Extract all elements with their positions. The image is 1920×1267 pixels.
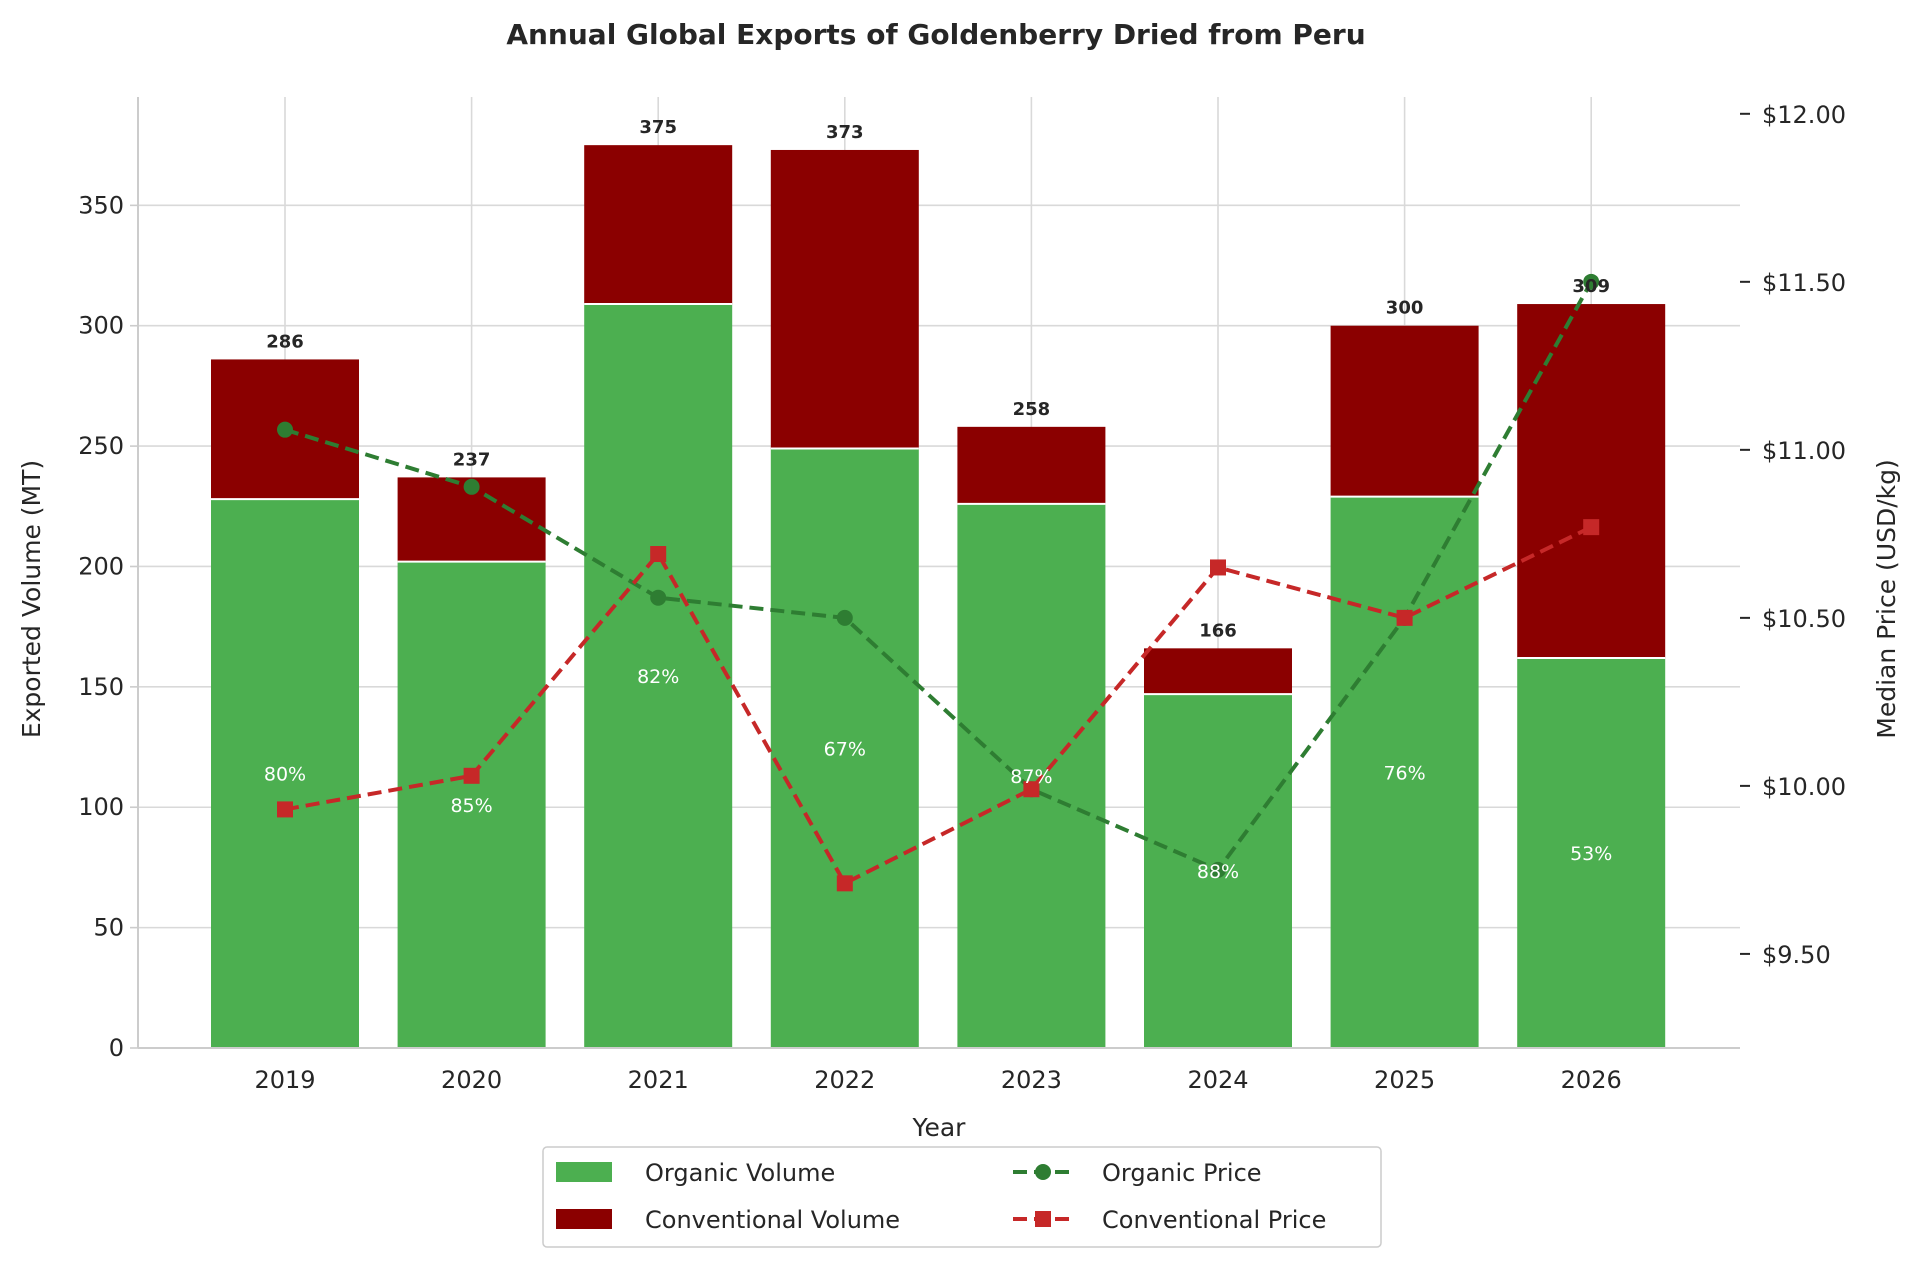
bar-conventional-volume [770, 149, 919, 449]
conventional-price-point [1023, 781, 1040, 798]
bar-total-label: 375 [639, 117, 677, 138]
grid [138, 97, 1740, 1048]
y-tick-label: 250 [78, 432, 124, 460]
bar-organic-volume [584, 304, 733, 1048]
organic-share-label: 88% [1197, 861, 1239, 883]
bar-organic-volume [397, 561, 546, 1048]
bar-conventional-volume [1330, 325, 1479, 497]
bar-organic-volume [1517, 657, 1666, 1048]
organic-price-line [284, 280, 1593, 873]
price-lines [277, 273, 1600, 892]
bar-organic-volume [957, 503, 1106, 1048]
bar-total-label: 309 [1572, 276, 1610, 297]
bar-total-label: 286 [266, 331, 304, 352]
organic-share-label: 80% [264, 764, 306, 786]
bar-total-label: 166 [1199, 620, 1237, 641]
bar-conventional-volume [584, 145, 733, 305]
organic-price-point [1583, 273, 1600, 290]
y2-tick-label: $10.00 [1762, 773, 1846, 801]
conventional-price-point [836, 875, 853, 892]
y-tick-label: 350 [78, 191, 124, 219]
y2-tick-label: $12.00 [1762, 101, 1846, 129]
organic-price-point [463, 478, 480, 495]
x-tick-label: 2025 [1374, 1066, 1435, 1094]
y-tick-label: 0 [109, 1034, 124, 1062]
x-tick-label: 2026 [1561, 1066, 1622, 1094]
conventional-price-point [1396, 609, 1413, 626]
bar-total-label: 237 [453, 449, 491, 470]
bar-total-label: 373 [826, 122, 864, 143]
x-tick-label: 2023 [1001, 1066, 1062, 1094]
y2-axis-label: Median Price (USD/kg) [1872, 459, 1901, 739]
y-tick-label: 200 [78, 552, 124, 580]
bar-organic-volume [211, 499, 359, 1048]
organic-share-label: 53% [1570, 843, 1612, 865]
x-tick-label: 2021 [628, 1066, 689, 1094]
axes: 0 50 100 150 200 250 300 350 2019 2020 2021 2022 202… [78, 97, 1846, 1094]
y-axis-label: Exported Volume (MT) [17, 460, 46, 738]
legend-swatch-conventional-volume [556, 1209, 612, 1229]
y2-tick-label: $11.50 [1762, 269, 1846, 297]
y-tick-label: 50 [93, 914, 124, 942]
bar-total-label: 300 [1386, 298, 1424, 319]
conventional-price-point [463, 767, 480, 784]
bar-labels: 286 80% 237 85% 375 82% 373 67% 258 87% 166 88% 300 7… [264, 117, 1612, 883]
legend: Organic Volume Conventional Volume Organ… [542, 1146, 1382, 1248]
conventional-price-point [277, 801, 293, 818]
legend-label-conventional-price: Conventional Price [1102, 1206, 1326, 1234]
y2-tick-label: $9.50 [1762, 941, 1831, 969]
legend-marker-conventional-price [1035, 1211, 1051, 1227]
x-axis-label: Year [912, 1113, 967, 1142]
organic-price-point [836, 609, 853, 626]
bar-organic-volume [1330, 496, 1479, 1048]
organic-share-label: 67% [824, 738, 866, 760]
bar-conventional-volume [1144, 648, 1292, 695]
legend-label-conventional-volume: Conventional Volume [645, 1206, 900, 1234]
y-tick-label: 150 [78, 673, 124, 701]
bars [211, 145, 1666, 1048]
y2-tick-label: $10.50 [1762, 605, 1846, 633]
y-tick-label: 300 [78, 312, 124, 340]
organic-share-label: 85% [450, 795, 492, 817]
conventional-price-line [284, 525, 1593, 886]
chart-title: Annual Global Exports of Goldenberry Dri… [506, 18, 1365, 51]
bar-total-label: 258 [1013, 399, 1051, 420]
legend-swatch-organic-volume [556, 1162, 612, 1182]
bar-conventional-volume [957, 426, 1106, 504]
x-tick-label: 2024 [1187, 1066, 1248, 1094]
organic-price-point [1210, 861, 1226, 878]
conventional-price-point [650, 546, 667, 563]
organic-share-label: 76% [1383, 762, 1425, 784]
legend-frame [542, 1146, 1382, 1248]
x-tick-label: 2020 [441, 1066, 502, 1094]
bar-conventional-volume [1517, 304, 1666, 658]
x-tick-label: 2022 [814, 1066, 875, 1094]
y2-tick-label: $11.00 [1762, 437, 1846, 465]
conventional-price-point [1210, 559, 1226, 576]
y-tick-label: 100 [78, 793, 124, 821]
legend-label-organic-price: Organic Price [1102, 1159, 1262, 1187]
organic-share-label: 82% [637, 666, 679, 688]
organic-share-label: 87% [1010, 766, 1052, 788]
bar-organic-volume [770, 448, 919, 1048]
organic-price-point [650, 589, 667, 606]
conventional-price-point [1583, 519, 1600, 536]
legend-marker-organic-price [1035, 1164, 1051, 1180]
legend-label-organic-volume: Organic Volume [645, 1159, 835, 1187]
organic-price-point [277, 421, 293, 438]
x-tick-label: 2019 [254, 1066, 315, 1094]
